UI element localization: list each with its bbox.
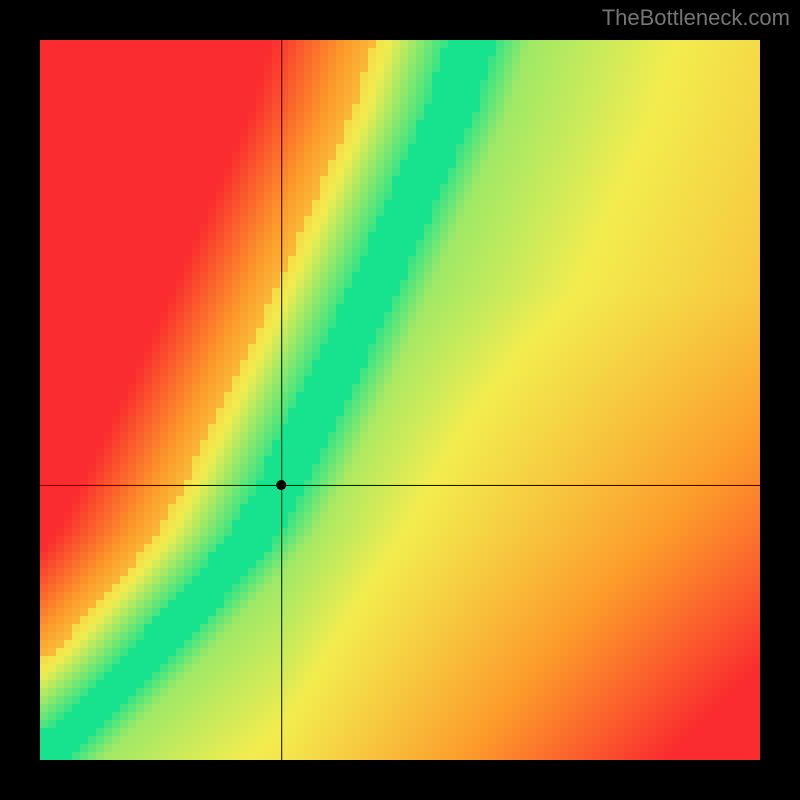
chart-container: { "watermark": { "text": "TheBottleneck.… bbox=[0, 0, 800, 800]
bottleneck-heatmap bbox=[40, 40, 760, 760]
watermark-text: TheBottleneck.com bbox=[602, 5, 790, 31]
